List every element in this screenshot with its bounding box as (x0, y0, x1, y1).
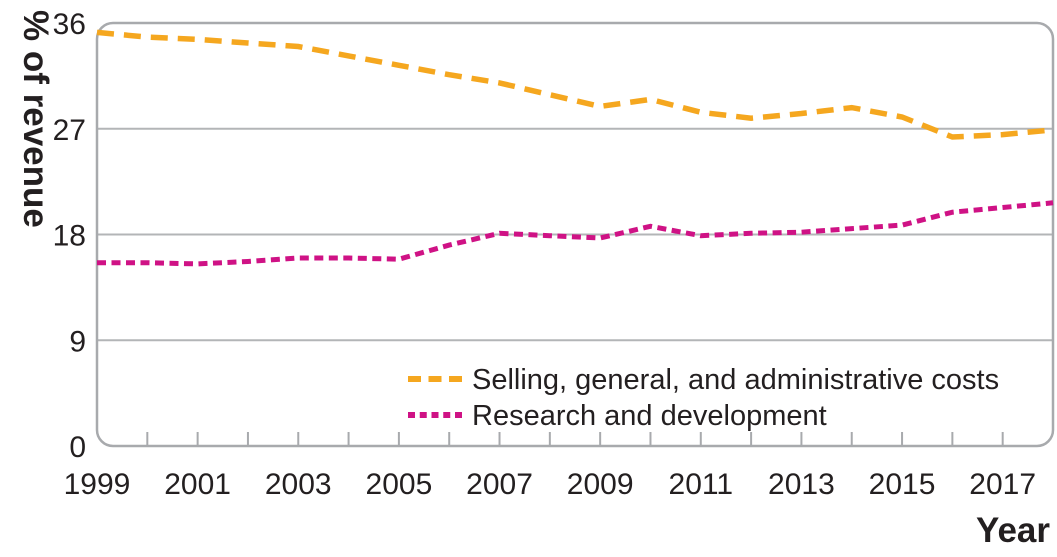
y-axis-title: % of revenue (16, 10, 55, 228)
x-axis-tick-labels: 1999 2001 2003 2005 2007 2009 2011 2013 2015 2017 (64, 468, 1036, 501)
data-series (96, 29, 1054, 267)
x-tick-label-2001: 2001 (164, 468, 231, 501)
x-tick-label-2011: 2011 (669, 468, 734, 501)
x-tick-label-2013: 2013 (768, 468, 835, 501)
legend: Selling, general, and administrative cos… (408, 364, 999, 432)
x-axis-ticks (146, 432, 1004, 445)
y-tick-label-18: 18 (53, 220, 86, 253)
x-tick-label-2007: 2007 (466, 468, 533, 501)
plot-border (95, 21, 1055, 448)
x-tick-label-2017: 2017 (969, 468, 1036, 501)
sga-costs-line (96, 29, 1054, 140)
y-tick-label-0: 0 (69, 431, 86, 464)
y-axis-tick-labels: 0 9 18 27 36 (53, 8, 86, 464)
rnd-line (97, 200, 1054, 267)
x-tick-label-2015: 2015 (869, 468, 936, 501)
y-tick-label-9: 9 (69, 325, 86, 358)
x-tick-label-2003: 2003 (265, 468, 332, 501)
x-tick-label-2005: 2005 (366, 468, 433, 501)
x-tick-label-1999: 1999 (64, 468, 131, 501)
y-tick-label-27: 27 (53, 114, 86, 147)
x-tick-label-2009: 2009 (567, 468, 634, 501)
plot-frame (95, 21, 1055, 448)
legend-label-sga: Selling, general, and administrative cos… (472, 364, 999, 396)
x-axis-title: Year (976, 511, 1050, 550)
y-tick-label-36: 36 (53, 8, 86, 41)
legend-label-rnd: Research and development (472, 400, 827, 432)
